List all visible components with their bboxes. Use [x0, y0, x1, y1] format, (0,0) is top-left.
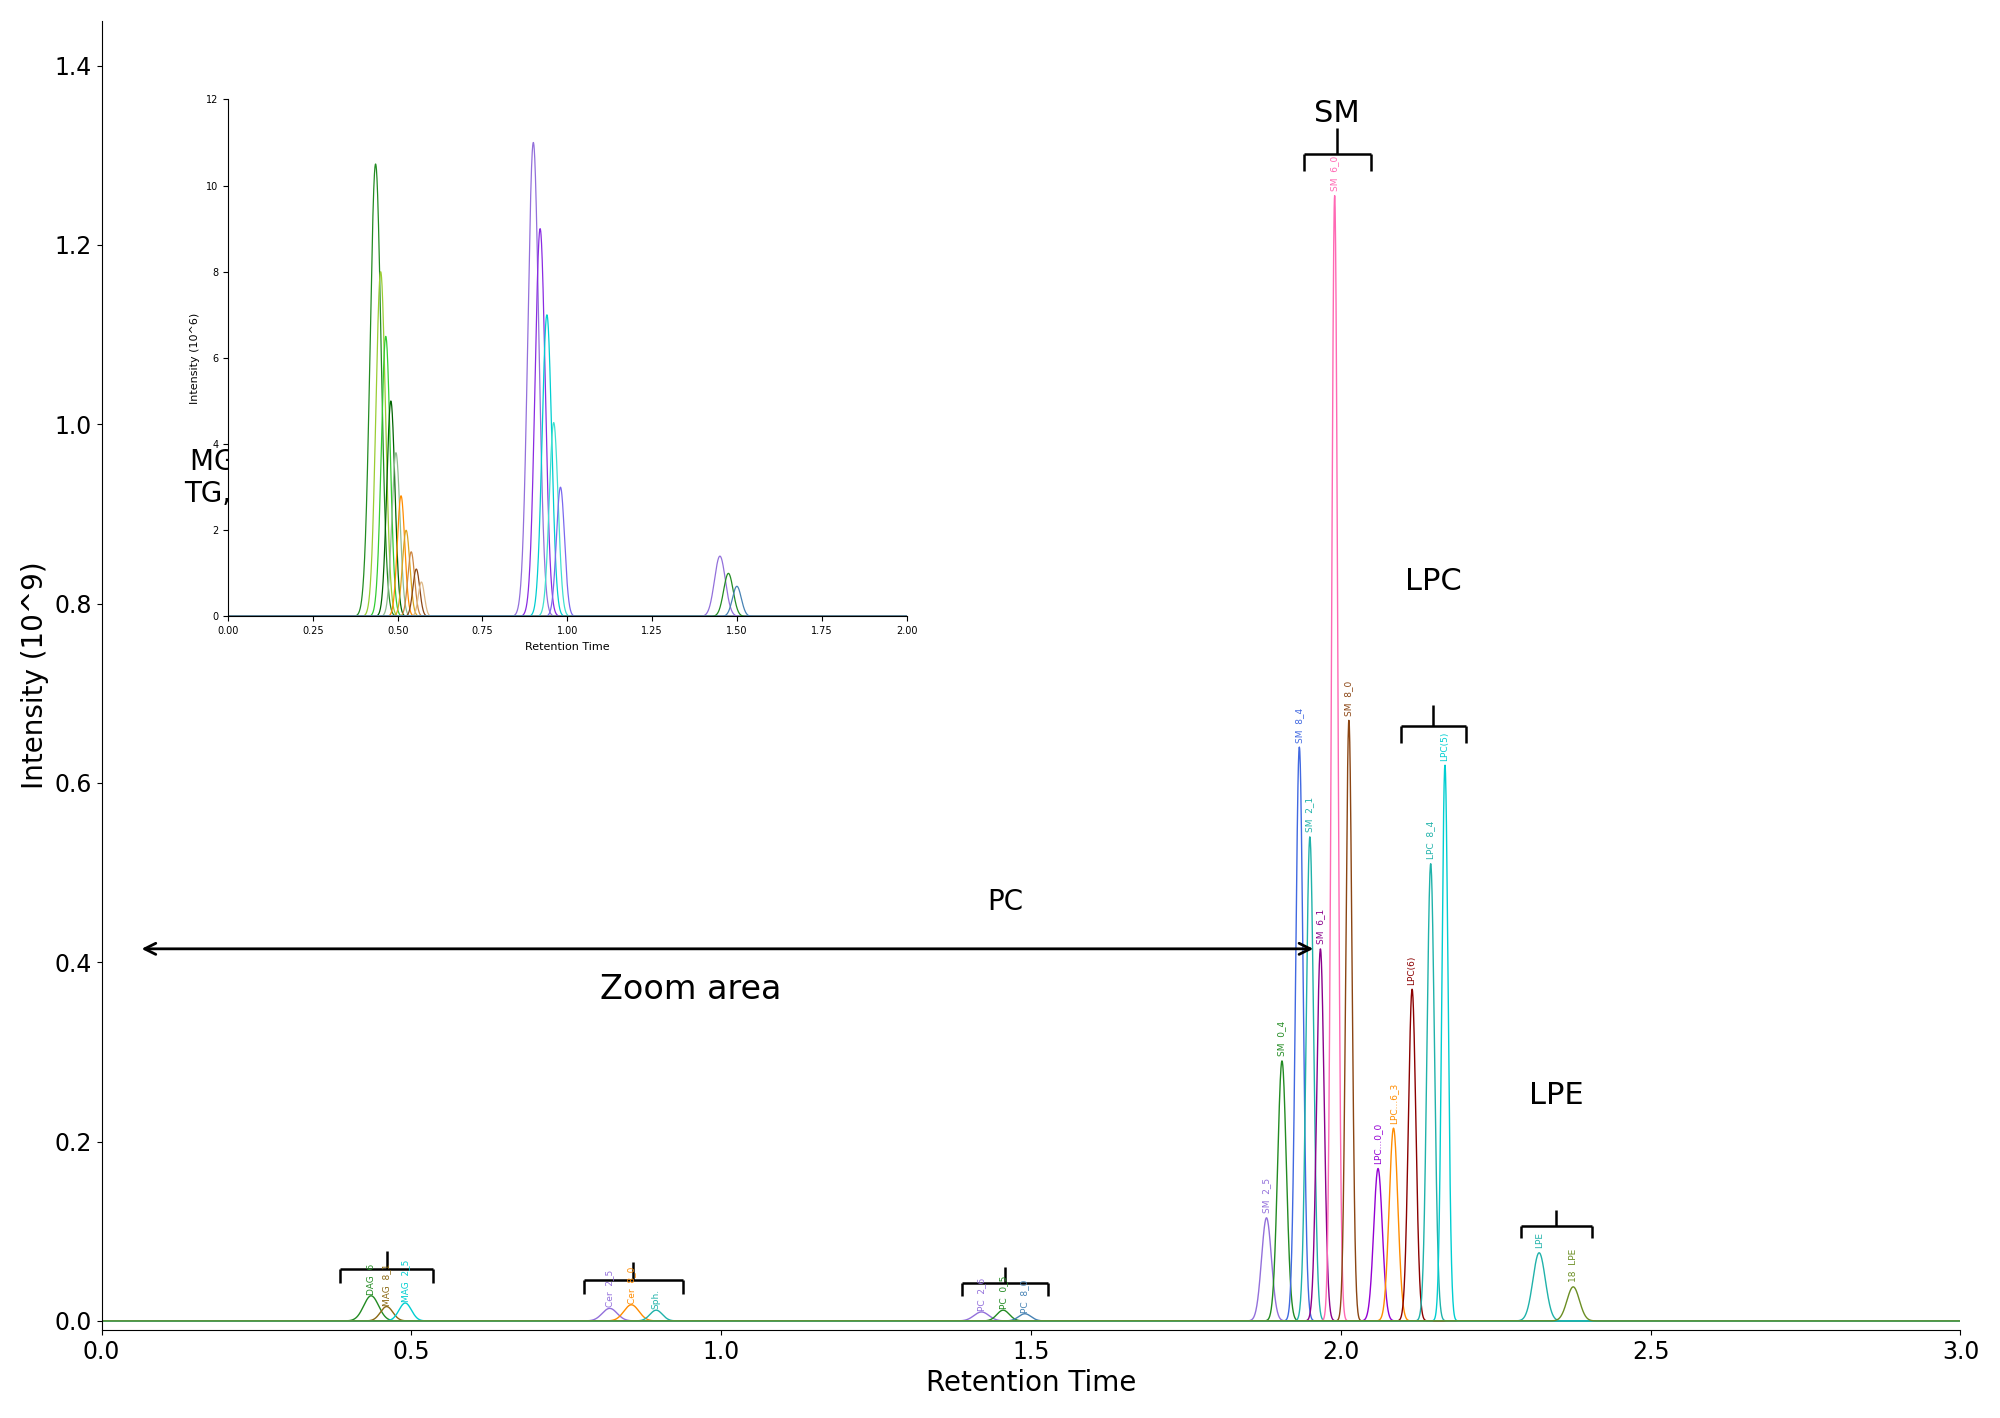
Text: Cer, HexCer,
SPH: Cer, HexCer, SPH: [448, 199, 624, 258]
Text: LPE: LPE: [1530, 1081, 1584, 1110]
Text: PC  8_0: PC 8_0: [1020, 1279, 1030, 1313]
Text: LPE: LPE: [1534, 1232, 1544, 1248]
Text: Sph.: Sph.: [652, 1289, 660, 1309]
Text: LPC(5): LPC(5): [1440, 732, 1450, 760]
X-axis label: Retention Time: Retention Time: [926, 1370, 1136, 1397]
Text: LPC  8_4: LPC 8_4: [1426, 821, 1436, 859]
Text: LPC...0_0: LPC...0_0: [1374, 1123, 1382, 1164]
Text: MAG  2_5: MAG 2_5: [400, 1259, 410, 1302]
Text: LPC(6): LPC(6): [1408, 956, 1416, 984]
Text: SM  6_1: SM 6_1: [1316, 909, 1324, 944]
Text: Cer  8_0: Cer 8_0: [626, 1266, 636, 1305]
Text: PC  2_6: PC 2_6: [976, 1278, 986, 1312]
Text: SM  8_0: SM 8_0: [1344, 681, 1354, 716]
Text: PC  0_5: PC 0_5: [998, 1276, 1008, 1309]
Text: SM: SM: [1314, 99, 1360, 129]
Text: PC: PC: [986, 888, 1024, 916]
Text: SM  6_0: SM 6_0: [1330, 156, 1340, 191]
Text: LPC...6_3: LPC...6_3: [1390, 1082, 1398, 1123]
Text: MAG  8_1: MAG 8_1: [382, 1263, 392, 1306]
Text: SM  2_1: SM 2_1: [1306, 797, 1314, 832]
Text: SM  2_5: SM 2_5: [1262, 1178, 1272, 1214]
Text: Cer  2_5: Cer 2_5: [606, 1271, 614, 1307]
Text: SM  8_4: SM 8_4: [1294, 708, 1304, 743]
Text: LPC: LPC: [1406, 567, 1462, 597]
Text: DAG  6: DAG 6: [366, 1263, 376, 1295]
Y-axis label: Intensity (10^9): Intensity (10^9): [20, 562, 48, 790]
Text: Zoom area: Zoom area: [600, 973, 780, 1005]
Text: 18  LPE: 18 LPE: [1568, 1249, 1578, 1282]
Text: MG, DG,
TG, Chol,
CE: MG, DG, TG, Chol, CE: [184, 448, 310, 540]
Text: SM  0_4: SM 0_4: [1278, 1021, 1286, 1056]
